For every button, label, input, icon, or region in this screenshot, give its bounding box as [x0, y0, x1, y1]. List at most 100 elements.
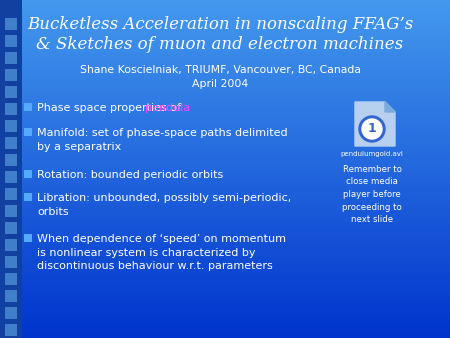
Bar	[0, 155, 450, 159]
Bar	[0, 0, 450, 3]
Bar	[0, 267, 450, 270]
Text: pendulumgold.avi: pendulumgold.avi	[341, 151, 404, 157]
Bar	[0, 64, 450, 68]
Bar	[0, 162, 450, 166]
Bar	[0, 226, 450, 230]
Bar	[0, 284, 450, 287]
Bar	[0, 308, 450, 311]
Bar	[5, 205, 17, 217]
Bar	[0, 118, 450, 122]
Bar	[0, 115, 450, 118]
Bar	[0, 152, 450, 155]
Bar	[0, 166, 450, 169]
Bar	[0, 139, 450, 142]
Bar	[0, 41, 450, 44]
Bar	[0, 189, 450, 193]
Bar	[5, 273, 17, 285]
Bar	[0, 172, 450, 176]
Bar	[0, 54, 450, 57]
Bar	[0, 331, 450, 335]
Bar	[0, 186, 450, 189]
Bar	[0, 264, 450, 267]
Bar	[0, 57, 450, 61]
Bar	[0, 324, 450, 328]
Text: Shane Koscielniak, TRIUMF, Vancouver, BC, Canada: Shane Koscielniak, TRIUMF, Vancouver, BC…	[80, 65, 360, 75]
Bar	[0, 318, 450, 321]
Bar	[0, 108, 450, 112]
Bar	[0, 287, 450, 291]
Bar	[5, 18, 17, 30]
Bar	[0, 61, 450, 64]
Bar	[0, 37, 450, 41]
Bar	[0, 88, 450, 91]
Bar	[0, 112, 450, 115]
Bar	[0, 149, 450, 152]
Bar	[0, 291, 450, 294]
Bar	[0, 105, 450, 108]
Bar	[5, 137, 17, 149]
Bar	[5, 35, 17, 47]
Bar	[0, 84, 450, 88]
Bar	[0, 243, 450, 247]
Bar	[0, 203, 450, 206]
Bar	[0, 301, 450, 304]
Bar	[0, 132, 450, 135]
Bar	[0, 34, 450, 37]
Text: Rotation: bounded periodic orbits: Rotation: bounded periodic orbits	[37, 170, 223, 180]
Bar	[0, 91, 450, 95]
Bar	[0, 210, 450, 213]
Bar	[0, 223, 450, 226]
Bar	[0, 314, 450, 318]
Bar	[0, 169, 450, 172]
Text: Phase space properties of: Phase space properties of	[37, 103, 184, 113]
Bar	[0, 193, 450, 196]
Text: April 2004: April 2004	[192, 79, 248, 89]
Bar	[0, 24, 450, 27]
Bar	[0, 216, 450, 220]
Bar	[0, 3, 450, 7]
Bar	[0, 145, 450, 149]
Text: Bucketless Acceleration in nonscaling FFAG’s: Bucketless Acceleration in nonscaling FF…	[27, 16, 413, 33]
Bar	[0, 10, 450, 14]
Bar	[0, 206, 450, 210]
Bar	[5, 307, 17, 319]
Bar	[0, 20, 450, 24]
Bar	[0, 304, 450, 308]
Bar	[0, 247, 450, 250]
Bar	[5, 222, 17, 234]
Bar	[0, 78, 450, 81]
Bar	[0, 220, 450, 223]
Bar	[0, 230, 450, 233]
Text: Libration: unbounded, possibly semi-periodic,
orbits: Libration: unbounded, possibly semi-peri…	[37, 193, 291, 217]
Bar	[0, 128, 450, 132]
Bar	[0, 71, 450, 74]
Bar	[0, 176, 450, 179]
Bar	[0, 297, 450, 301]
Text: Remember to
close media
player before
proceeding to
next slide: Remember to close media player before pr…	[342, 165, 402, 224]
Bar	[5, 52, 17, 64]
Text: When dependence of ‘speed’ on momentum
is nonlinear system is characterized by
d: When dependence of ‘speed’ on momentum i…	[37, 234, 286, 271]
Bar	[5, 256, 17, 268]
Polygon shape	[355, 102, 395, 146]
Bar	[0, 233, 450, 237]
Bar	[5, 324, 17, 336]
Bar	[0, 142, 450, 145]
Bar	[0, 270, 450, 274]
Bar	[0, 14, 450, 17]
Bar	[0, 311, 450, 314]
Bar	[5, 69, 17, 81]
Bar	[5, 103, 17, 115]
Bar	[0, 260, 450, 264]
Text: Manifold: set of phase-space paths delimited
by a separatrix: Manifold: set of phase-space paths delim…	[37, 128, 288, 152]
Bar	[5, 171, 17, 183]
Polygon shape	[385, 102, 395, 112]
Bar	[0, 196, 450, 199]
Bar	[0, 237, 450, 240]
Bar	[5, 188, 17, 200]
Bar	[0, 101, 450, 105]
Bar	[0, 44, 450, 47]
Text: 1: 1	[368, 122, 376, 136]
Bar	[0, 254, 450, 257]
Bar	[0, 135, 450, 139]
Bar	[0, 250, 450, 254]
